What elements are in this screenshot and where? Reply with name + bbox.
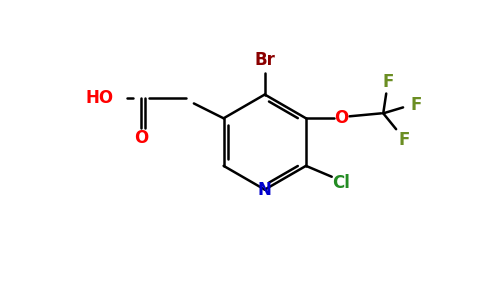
Text: F: F xyxy=(398,131,410,149)
Text: Cl: Cl xyxy=(332,174,349,192)
Text: Br: Br xyxy=(255,51,275,69)
Text: O: O xyxy=(334,109,349,127)
Text: F: F xyxy=(410,96,422,114)
Text: HO: HO xyxy=(86,89,114,107)
Text: N: N xyxy=(258,181,272,199)
Text: F: F xyxy=(382,73,394,91)
Text: O: O xyxy=(134,129,149,147)
